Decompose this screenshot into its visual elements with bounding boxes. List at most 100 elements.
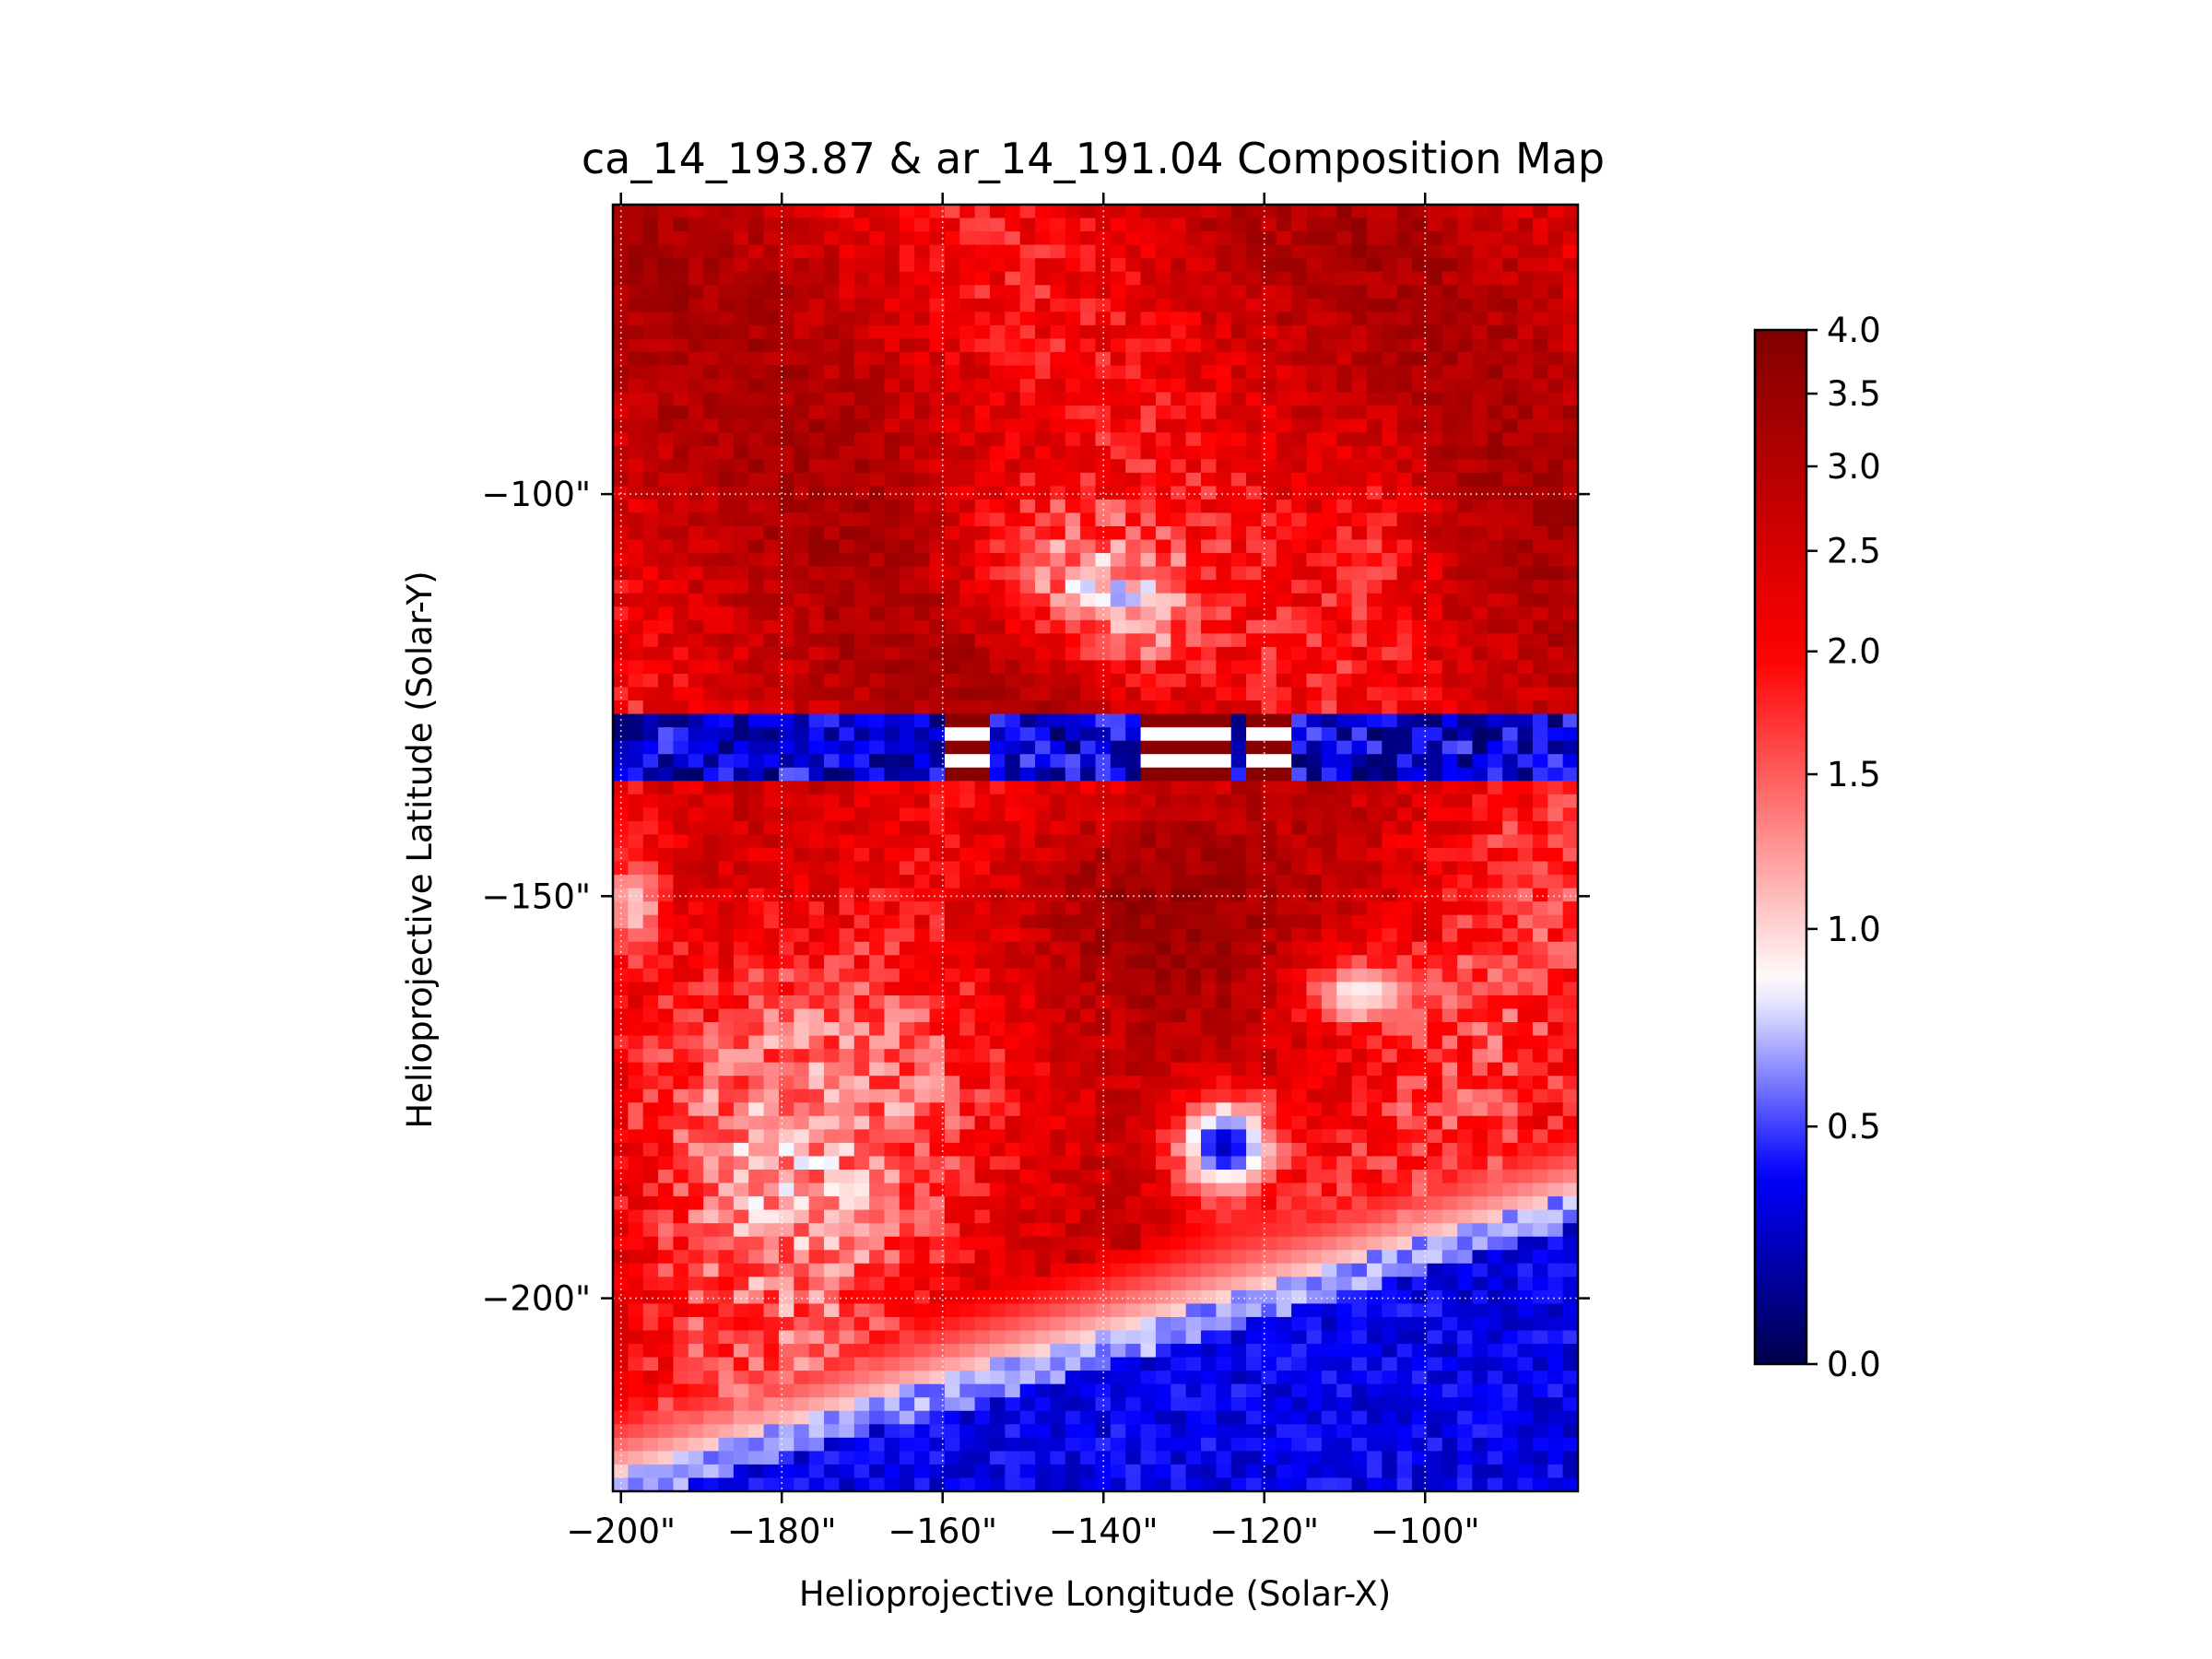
heatmap-cell [658, 1142, 675, 1158]
heatmap-cell [628, 580, 644, 594]
heatmap-cell [1140, 445, 1157, 460]
heatmap-cell [1306, 1424, 1323, 1439]
heatmap-cell [1019, 1088, 1036, 1103]
heatmap-cell [1366, 459, 1382, 474]
heatmap-cell [1095, 1410, 1112, 1425]
heatmap-cell [673, 901, 689, 916]
heatmap-cell [1336, 298, 1353, 312]
heatmap-cell [1171, 687, 1187, 701]
heatmap-cell [1095, 713, 1112, 728]
heatmap-cell [1019, 231, 1036, 246]
heatmap-cell [944, 834, 960, 849]
heatmap-cell [1080, 1424, 1097, 1439]
heatmap-cell [839, 1129, 855, 1144]
heatmap-cell [1276, 244, 1292, 259]
heatmap-cell [914, 566, 931, 581]
heatmap-cell [1140, 754, 1157, 769]
heatmap-cell [1201, 754, 1217, 769]
heatmap-cell [974, 1424, 991, 1439]
heatmap-cell [959, 820, 976, 836]
heatmap-cell [1095, 351, 1112, 367]
heatmap-cell [1351, 1196, 1368, 1211]
heatmap-cell [658, 566, 675, 581]
heatmap-cell [1185, 994, 1202, 1010]
heatmap-cell [1110, 848, 1126, 863]
heatmap-cell [1155, 566, 1171, 581]
heatmap-cell [1155, 580, 1171, 594]
heatmap-cell [794, 1397, 810, 1412]
heatmap-cell [959, 365, 976, 380]
heatmap-cell [642, 1102, 659, 1117]
heatmap-cell [1336, 351, 1353, 367]
heatmap-cell [1080, 834, 1097, 849]
heatmap-cell [778, 418, 794, 433]
heatmap-cell [1005, 1316, 1021, 1332]
heatmap-cell [1065, 1277, 1081, 1291]
heatmap-cell [1351, 512, 1368, 527]
heatmap-cell [703, 1397, 720, 1412]
heatmap-cell [884, 1289, 900, 1305]
heatmap-cell [974, 526, 991, 541]
heatmap-cell [794, 740, 810, 755]
heatmap-cell [1230, 1008, 1247, 1023]
heatmap-cell [929, 781, 946, 795]
heatmap-cell [1216, 1115, 1232, 1130]
heatmap-cell [839, 820, 855, 836]
heatmap-cell [628, 781, 644, 795]
heatmap-cell [853, 807, 870, 822]
heatmap-cell [1095, 445, 1112, 460]
heatmap-cell [658, 1316, 675, 1332]
heatmap-cell [989, 472, 1006, 487]
heatmap-cell [1050, 445, 1066, 460]
heatmap-cell [642, 1008, 659, 1023]
heatmap-cell [794, 1156, 810, 1171]
heatmap-cell [839, 888, 855, 902]
heatmap-cell [1291, 928, 1308, 943]
heatmap-cell [658, 848, 675, 863]
heatmap-cell [974, 1209, 991, 1224]
heatmap-cell [642, 271, 659, 286]
heatmap-cell [642, 633, 659, 648]
heatmap-cell [914, 418, 931, 433]
heatmap-cell [718, 673, 735, 688]
heatmap-cell [1125, 646, 1142, 662]
heatmap-cell [1035, 392, 1052, 406]
heatmap-cell [914, 1076, 931, 1090]
heatmap-cell [1080, 1464, 1097, 1479]
heatmap-cell [718, 566, 735, 581]
heatmap-cell [1065, 432, 1081, 447]
heatmap-cell [1230, 432, 1247, 447]
heatmap-cell [974, 1236, 991, 1251]
heatmap-cell [642, 324, 659, 340]
heatmap-cell [1261, 901, 1277, 916]
heatmap-cell [1095, 941, 1112, 956]
heatmap-cell [1216, 324, 1232, 340]
heatmap-cell [658, 781, 675, 795]
heatmap-cell [1306, 1209, 1323, 1224]
heatmap-cell [718, 258, 735, 273]
heatmap-cell [1095, 1049, 1112, 1064]
heatmap-cell [824, 713, 840, 728]
heatmap-cell [899, 1170, 915, 1184]
heatmap-cell [1050, 1371, 1066, 1385]
heatmap-cell [628, 1277, 644, 1291]
heatmap-cell [1351, 298, 1368, 312]
heatmap-cell [1171, 298, 1187, 312]
heatmap-cell [1382, 754, 1398, 769]
heatmap-cell [1201, 406, 1217, 420]
heatmap-cell [1095, 1357, 1112, 1371]
heatmap-cell [808, 351, 825, 367]
heatmap-cell [1019, 1102, 1036, 1117]
heatmap-cell [1351, 1088, 1368, 1103]
heatmap-cell [1065, 580, 1081, 594]
heatmap-cell [1201, 1196, 1217, 1211]
heatmap-cell [1261, 687, 1277, 701]
heatmap-cell [628, 619, 644, 634]
heatmap-cell [1382, 1062, 1398, 1077]
heatmap-cell [703, 994, 720, 1010]
heatmap-cell [733, 593, 749, 607]
heatmap-cell [853, 619, 870, 634]
heatmap-cell [899, 1142, 915, 1158]
heatmap-cell [1276, 324, 1292, 340]
heatmap-cell [1306, 231, 1323, 246]
